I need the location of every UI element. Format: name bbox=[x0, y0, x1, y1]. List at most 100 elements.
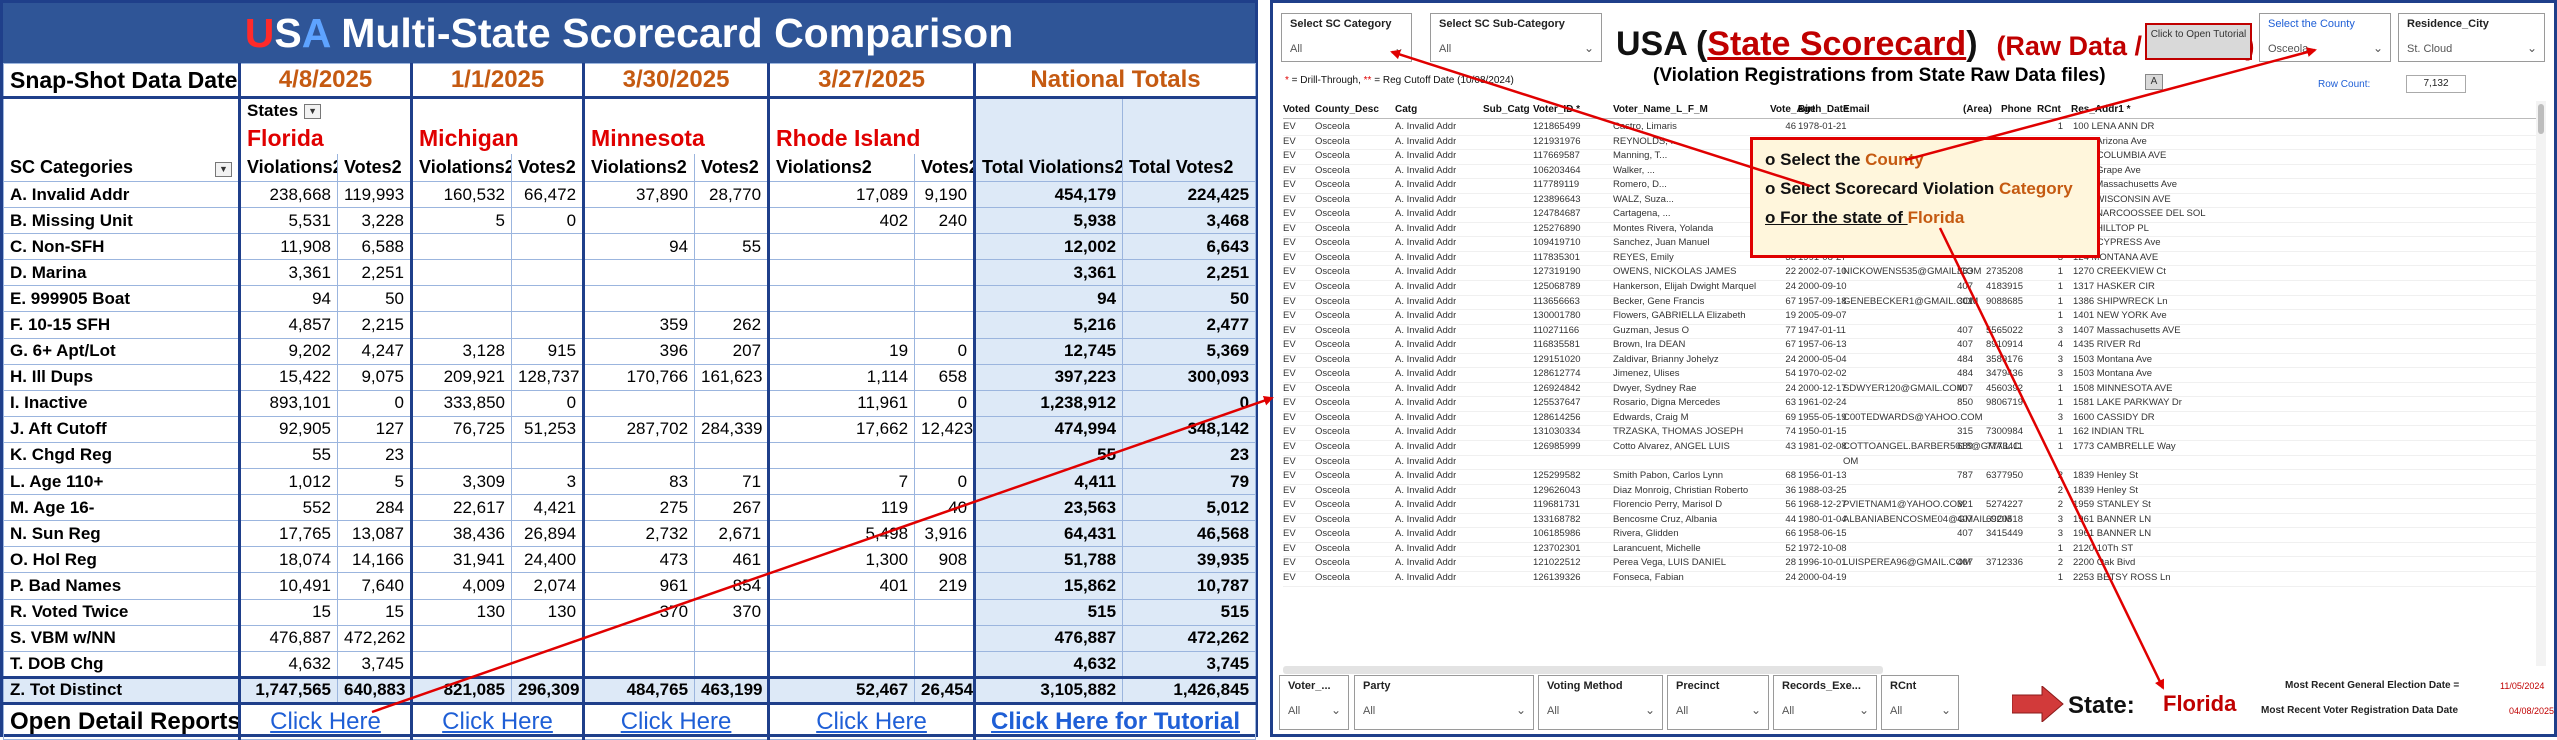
horizontal-scrollbar[interactable] bbox=[1283, 666, 1883, 674]
grid-cell: 130001780 bbox=[1533, 310, 1581, 322]
violations-cell bbox=[410, 311, 513, 339]
scrollbar-thumb[interactable] bbox=[2538, 104, 2544, 134]
column-header[interactable]: Birth_Date bbox=[1798, 104, 1849, 115]
grid-cell: 2120 10Th ST bbox=[2073, 542, 2134, 554]
column-header[interactable]: Catg bbox=[1395, 104, 1418, 115]
state-value: Florida bbox=[2163, 691, 2237, 716]
filter-slicer[interactable]: Party All ⌄ bbox=[1354, 675, 1534, 730]
table-row[interactable]: EV Osceola A. Invalid Addr 128614256 Edwards… bbox=[1283, 412, 2543, 427]
grid-cell: Osceola bbox=[1315, 208, 1350, 220]
county-slicer[interactable]: Select the County Osceola ⌄ bbox=[2259, 13, 2391, 62]
table-row[interactable]: EV Osceola A. Invalid Addr 131030334 TRZASKA… bbox=[1283, 426, 2543, 442]
click-here-link[interactable]: Click Here bbox=[620, 707, 732, 735]
table-row[interactable]: EV Osceola A. Invalid Addr OM bbox=[1283, 456, 2543, 471]
table-row[interactable]: EV Osceola A. Invalid Addr 119681731 Florenc… bbox=[1283, 499, 2543, 514]
category-label: N. Sun Reg bbox=[3, 520, 240, 548]
table-row[interactable]: EV Osceola A. Invalid Addr 129626043 Diaz Mo… bbox=[1283, 485, 2543, 500]
table-row[interactable]: EV Osceola A. Invalid Addr 110271166 Guzman,… bbox=[1283, 325, 2543, 340]
violations-cell: 473 bbox=[582, 546, 696, 574]
table-row[interactable]: EV Osceola A. Invalid Addr 123702301 Larancu… bbox=[1283, 543, 2543, 558]
column-header[interactable]: Voter_Name_L_F_M bbox=[1613, 104, 1708, 115]
categories-header[interactable]: SC Categories ▼ bbox=[3, 153, 240, 182]
table-row[interactable]: EV Osceola A. Invalid Addr 127319190 OWENS, … bbox=[1283, 266, 2543, 282]
votes-cell bbox=[914, 233, 976, 261]
small-action-button[interactable]: A bbox=[2145, 74, 2163, 90]
table-row[interactable]: EV Osceola A. Invalid Addr 130001780 Flowers… bbox=[1283, 310, 2543, 325]
table-row[interactable]: EV Osceola A. Invalid Addr 126985999 Cotto A… bbox=[1283, 441, 2543, 456]
grid-cell: Hankerson, Elijah Dwight Marquel bbox=[1613, 281, 1757, 293]
snapshot-label: Snap-Shot Data Date: bbox=[3, 63, 240, 99]
column-header[interactable]: County_Desc bbox=[1315, 104, 1379, 115]
grid-cell: 125276890 bbox=[1533, 222, 1581, 234]
vertical-scrollbar[interactable] bbox=[2536, 101, 2546, 666]
chevron-down-icon[interactable]: ⌄ bbox=[1940, 703, 1951, 717]
chevron-down-icon[interactable]: ⌄ bbox=[1515, 703, 1526, 717]
table-row[interactable]: EV Osceola A. Invalid Addr 125299582 Smith P… bbox=[1283, 470, 2543, 485]
table-row[interactable]: EV Osceola A. Invalid Addr 125068789 Hankers… bbox=[1283, 281, 2543, 296]
page-title: USA Multi-State Scorecard Comparison bbox=[3, 3, 1255, 63]
column-header[interactable]: Phone bbox=[2001, 104, 2032, 115]
column-header[interactable]: Voted bbox=[1283, 104, 1311, 115]
filter-slicer[interactable]: Voting Method All ⌄ bbox=[1538, 675, 1663, 730]
open-tutorial-button[interactable]: Click to Open Tutorial bbox=[2145, 23, 2252, 60]
table-row[interactable]: EV Osceola A. Invalid Addr 126924842 Dwyer, … bbox=[1283, 383, 2543, 398]
grid-cell: 407 bbox=[1957, 339, 1973, 351]
filter-slicer[interactable]: RCnt All ⌄ bbox=[1881, 675, 1959, 730]
filter-slicer[interactable]: Voter_... All ⌄ bbox=[1279, 675, 1349, 730]
grid-cell: EV bbox=[1283, 571, 1296, 583]
blank-cell bbox=[410, 97, 585, 124]
grid-cell: 3 bbox=[2057, 324, 2063, 336]
table-row[interactable]: EV Osceola A. Invalid Addr 106185986 Rivera,… bbox=[1283, 528, 2543, 543]
click-here-link[interactable]: Click Here bbox=[270, 707, 381, 735]
chevron-down-icon[interactable]: ⌄ bbox=[1330, 703, 1341, 717]
click-here-tutorial-link[interactable]: Click Here for Tutorial bbox=[991, 707, 1240, 735]
column-header[interactable]: Sub_Catg bbox=[1483, 104, 1530, 115]
category-label: D. Marina bbox=[3, 259, 240, 287]
grid-cell: EV bbox=[1283, 411, 1296, 423]
table-row[interactable]: EV Osceola A. Invalid Addr 129151020 Zaldiva… bbox=[1283, 354, 2543, 369]
filter-slicer[interactable]: Precinct All ⌄ bbox=[1667, 675, 1769, 730]
votes-cell: 219 bbox=[914, 572, 976, 600]
votes-cell bbox=[694, 285, 770, 313]
table-row[interactable]: EV Osceola A. Invalid Addr 116835581 Brown, … bbox=[1283, 339, 2543, 354]
sc-subcategory-slicer[interactable]: Select SC Sub-Category All ⌄ bbox=[1430, 13, 1602, 62]
filter-dropdown-icon[interactable]: ▼ bbox=[304, 104, 322, 120]
table-row[interactable]: EV Osceola A. Invalid Addr 128612774 Jimenez… bbox=[1283, 368, 2543, 383]
violations-cell: 4,632 bbox=[238, 650, 338, 678]
filter-slicer[interactable]: Records_Exe... All ⌄ bbox=[1773, 675, 1877, 730]
chevron-down-icon[interactable]: ⌄ bbox=[1750, 703, 1761, 717]
residence-city-slicer[interactable]: Residence_City St. Cloud ⌄ bbox=[2398, 13, 2545, 62]
states-filter[interactable]: States ▼ bbox=[237, 97, 413, 124]
grid-cell: A. Invalid Addr bbox=[1395, 295, 1457, 307]
chevron-down-icon[interactable]: ⌄ bbox=[1583, 41, 1594, 55]
chevron-down-icon[interactable]: ⌄ bbox=[1858, 703, 1869, 717]
states-header-row: States ▼ bbox=[3, 97, 1257, 124]
grid-cell: Osceola bbox=[1315, 470, 1350, 482]
click-here-link[interactable]: Click Here bbox=[816, 707, 927, 735]
table-row[interactable]: EV Osceola A. Invalid Addr 133168782 Bencosm… bbox=[1283, 514, 2543, 529]
title-state-scorecard[interactable]: State Scorecard bbox=[1707, 25, 1967, 63]
chevron-down-icon[interactable]: ⌄ bbox=[2372, 41, 2383, 55]
chevron-down-icon[interactable]: ⌄ bbox=[2526, 41, 2537, 55]
column-header[interactable]: Res_Addr1 * bbox=[2071, 104, 2131, 115]
chevron-down-icon[interactable]: ⌄ bbox=[1393, 41, 1404, 55]
sc-category-slicer[interactable]: Select SC Category All ⌄ bbox=[1281, 13, 1412, 62]
grid-cell: 131030334 bbox=[1533, 426, 1581, 438]
column-header[interactable]: RCnt bbox=[2037, 104, 2061, 115]
table-row[interactable]: EV Osceola A. Invalid Addr 126139326 Fonseca… bbox=[1283, 572, 2543, 587]
table-row[interactable]: EV Osceola A. Invalid Addr 113656663 Becker,… bbox=[1283, 296, 2543, 311]
table-row[interactable]: EV Osceola A. Invalid Addr 121022512 Perea V… bbox=[1283, 557, 2543, 572]
grid-cell: 124784687 bbox=[1533, 208, 1581, 220]
filter-icon[interactable]: ▼ bbox=[215, 161, 232, 177]
category-row: A. Invalid Addr 238,668 119,993 160,532 66,4… bbox=[3, 180, 1257, 209]
click-here-link[interactable]: Click Here bbox=[442, 707, 553, 735]
column-header[interactable]: Voter_ID * bbox=[1533, 104, 1581, 115]
column-header[interactable]: (Area) bbox=[1963, 104, 1992, 115]
grid-cell: A. Invalid Addr bbox=[1395, 368, 1457, 380]
violations-cell: 15 bbox=[238, 598, 338, 626]
table-row[interactable]: EV Osceola A. Invalid Addr 125537647 Rosario… bbox=[1283, 397, 2543, 412]
table-row[interactable]: EV Osceola A. Invalid Addr 121865499 Castro,… bbox=[1283, 121, 2543, 136]
chevron-down-icon[interactable]: ⌄ bbox=[1644, 703, 1655, 717]
grid-cell: 5565022 bbox=[1986, 324, 2023, 336]
column-header[interactable]: Email bbox=[1843, 104, 1870, 115]
